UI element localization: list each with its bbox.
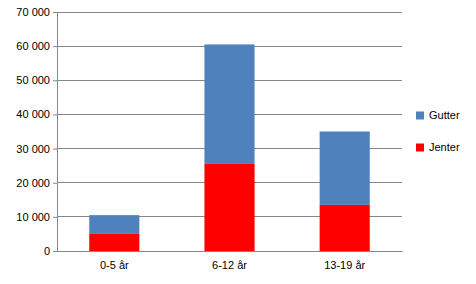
y-tick-mark (53, 80, 57, 81)
y-tick-label: 20 000 (16, 177, 50, 189)
y-tick-label: 60 000 (16, 40, 50, 52)
chart: 0 10 000 20 000 30 000 40 000 50 000 60 000 70 … (0, 0, 476, 284)
legend: Gutter Jenter (416, 109, 460, 153)
y-tick: 20 000 (16, 177, 57, 189)
legend-item: Gutter (416, 109, 460, 121)
x-tick-label: 6-12 år (212, 259, 247, 271)
x-tick: 13-19 år (324, 251, 365, 271)
y-tick-mark (53, 12, 57, 13)
y-tick-label: 70 000 (16, 6, 50, 18)
legend-swatch (416, 144, 424, 152)
x-tick: 0-5 år (100, 251, 129, 271)
y-tick-label: 10 000 (16, 211, 50, 223)
x-tick: 6-12 år (212, 251, 247, 271)
y-tick-label: 40 000 (16, 108, 50, 120)
y-tick: 50 000 (16, 74, 57, 86)
grid-line (57, 12, 402, 13)
x-axis: 0-5 år 6-12 år 13-19 år (58, 251, 403, 271)
y-axis: 0 10 000 20 000 30 000 40 000 50 000 60 000 70 … (16, 6, 57, 257)
x-axis-line (58, 251, 403, 252)
legend-swatch (416, 112, 424, 120)
y-tick-mark (53, 46, 57, 47)
legend-label: Gutter (429, 109, 460, 121)
y-tick-label: 50 000 (16, 74, 50, 86)
x-tick-label: 13-19 år (324, 259, 365, 271)
y-tick-mark (53, 251, 57, 252)
bar-segment (204, 44, 254, 164)
legend-item: Jenter (416, 141, 460, 153)
y-tick: 10 000 (16, 211, 57, 223)
x-tick-label: 0-5 år (100, 259, 129, 271)
y-tick-label: 30 000 (16, 143, 50, 155)
y-axis-line (57, 13, 58, 252)
y-tick-label: 0 (44, 245, 50, 257)
legend-label: Jenter (429, 141, 460, 153)
y-tick: 60 000 (16, 40, 57, 52)
y-tick: 40 000 (16, 108, 57, 120)
y-tick: 30 000 (16, 143, 57, 155)
plot: 0 10 000 20 000 30 000 40 000 50 000 60 000 70 … (16, 6, 402, 271)
y-tick: 0 (44, 245, 57, 257)
bar-segment (89, 234, 139, 251)
y-tick-mark (53, 217, 57, 218)
bars (89, 44, 369, 251)
y-tick: 70 000 (16, 6, 57, 18)
y-tick-mark (53, 149, 57, 150)
y-tick-mark (53, 114, 57, 115)
y-tick-mark (53, 183, 57, 184)
bar-segment (89, 215, 139, 234)
bar-segment (320, 205, 370, 251)
grid (57, 12, 402, 251)
bar-segment (204, 164, 254, 251)
bar-segment (320, 132, 370, 205)
